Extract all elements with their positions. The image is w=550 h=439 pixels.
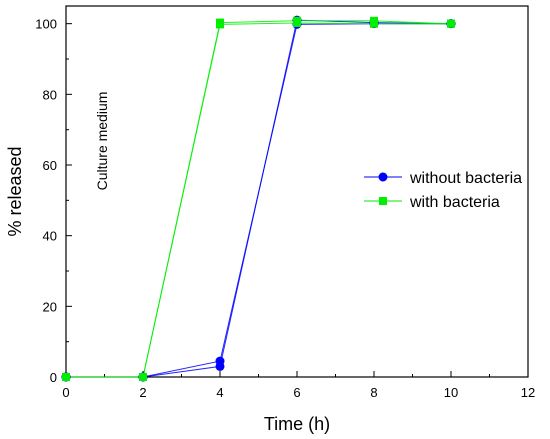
y-tick-label: 80 <box>43 87 57 102</box>
data-point-with-bacteria <box>139 373 147 381</box>
series-line-with-bacteria <box>66 22 451 378</box>
x-axis-title: Time (h) <box>264 414 330 434</box>
legend-label-with-bacteria: with bacteria <box>409 194 500 211</box>
y-tick-label: 0 <box>50 370 57 385</box>
y-tick-label: 20 <box>43 299 57 314</box>
y-axis-title: % released <box>5 146 25 236</box>
legend-label-without-bacteria: without bacteria <box>409 170 522 187</box>
y-tick-label: 40 <box>43 229 57 244</box>
y-tick-label: 100 <box>35 17 57 32</box>
series-line-without-bacteria <box>66 23 451 378</box>
series-line-with-bacteria <box>66 20 452 378</box>
legend-marker-with-bacteria <box>379 197 387 205</box>
culture-medium-annotation: Culture medium <box>94 92 110 191</box>
legend-marker-without-bacteria <box>378 172 388 182</box>
x-tick-label: 10 <box>444 385 458 400</box>
plot-frame <box>65 5 529 378</box>
x-tick-label: 8 <box>370 385 377 400</box>
legend: without bacteria with bacteria <box>364 170 522 211</box>
y-tick-label: 60 <box>43 158 57 173</box>
data-point-with-bacteria <box>293 18 301 27</box>
x-tick-label: 6 <box>293 385 300 400</box>
data-point-without-bacteria <box>215 356 225 366</box>
data-point-with-bacteria <box>216 20 224 29</box>
data-point-with-bacteria <box>447 19 455 28</box>
x-tick-label: 0 <box>62 385 69 400</box>
series-line-without-bacteria <box>66 19 452 378</box>
data-point-with-bacteria <box>62 373 70 381</box>
data-point-with-bacteria <box>370 19 378 28</box>
x-tick-label: 4 <box>216 385 223 400</box>
x-tick-label: 12 <box>521 385 535 400</box>
x-tick-label: 2 <box>139 385 146 400</box>
